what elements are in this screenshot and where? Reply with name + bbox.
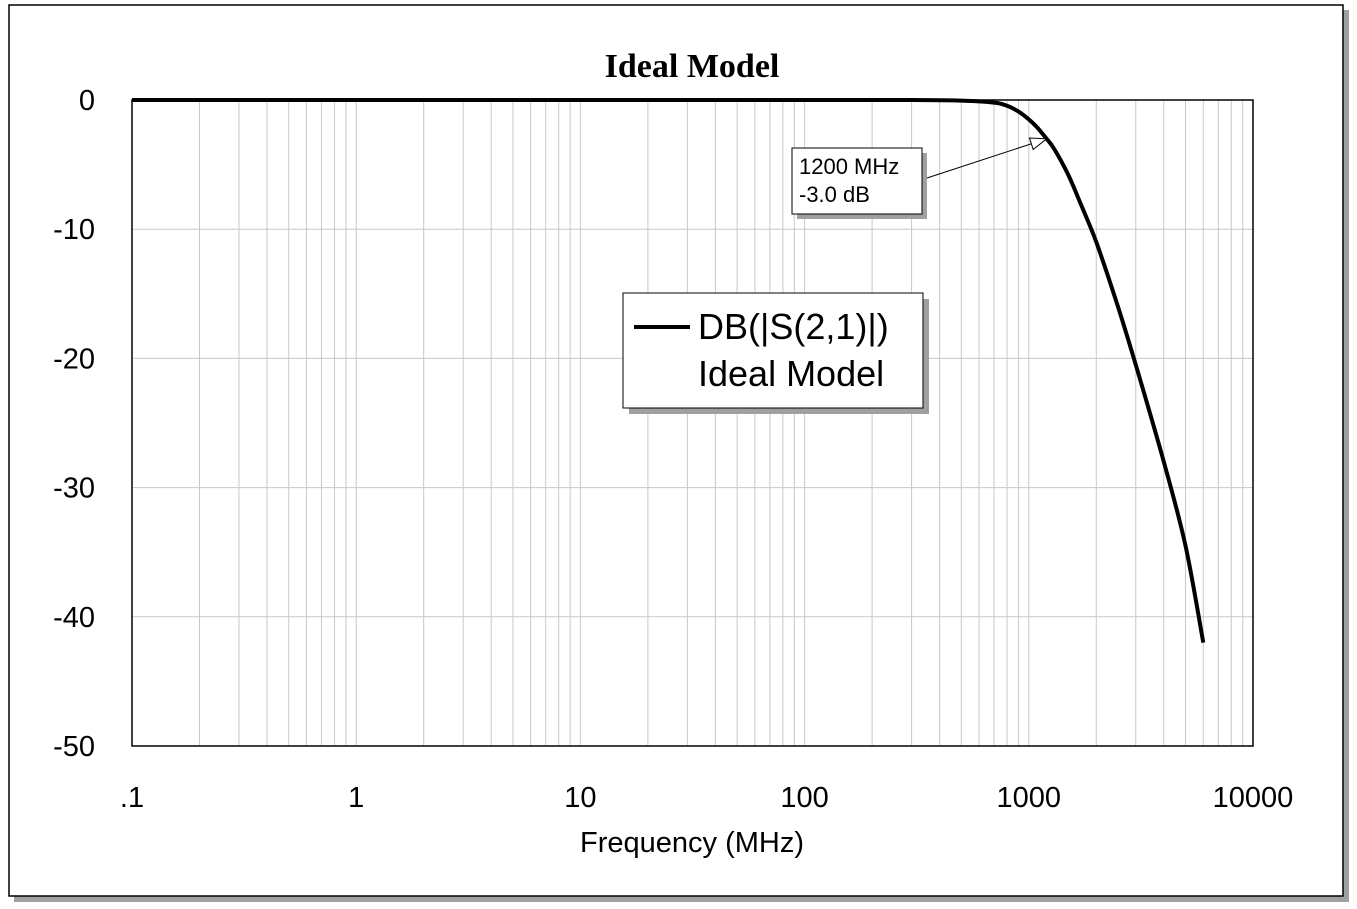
series-line [132, 97, 1206, 643]
y-tick-label: -30 [53, 473, 95, 505]
x-tick-label: 10000 [1213, 782, 1294, 814]
x-axis-label: Frequency (MHz) [580, 827, 804, 859]
x-tick-label: 100 [780, 782, 828, 814]
y-axis: 0 -10 -20 -30 -40 -50 [53, 85, 95, 763]
legend-series-name: DB(|S(2,1)|) [698, 306, 889, 347]
annotation-line1: 1200 MHz [799, 154, 899, 179]
legend-series-subtitle: Ideal Model [698, 353, 884, 394]
x-tick-label: 1000 [997, 782, 1062, 814]
legend: DB(|S(2,1)|) Ideal Model [622, 292, 929, 414]
annotation-arrowhead [1028, 137, 1048, 151]
grid [132, 100, 1253, 746]
chart-title: Ideal Model [605, 48, 780, 85]
annotation-marker: 1200 MHz -3.0 dB [791, 137, 1048, 219]
y-tick-label: -10 [53, 214, 95, 246]
annotation-box [791, 147, 923, 215]
annotation-leader-line [926, 138, 1047, 179]
x-axis: .1 1 10 100 1000 10000 [120, 782, 1293, 814]
y-tick-label: -20 [53, 343, 95, 375]
chart-frame [8, 4, 1344, 897]
y-tick-label: -40 [53, 602, 95, 634]
series-layer [132, 97, 1206, 643]
annotation-line2: -3.0 dB [799, 182, 870, 207]
x-tick-label: 10 [564, 782, 596, 814]
y-tick-label: -50 [53, 731, 95, 763]
legend-box [622, 292, 924, 409]
x-tick-label: 1 [348, 782, 364, 814]
y-tick-label: 0 [79, 85, 95, 117]
x-tick-label: .1 [120, 782, 144, 814]
